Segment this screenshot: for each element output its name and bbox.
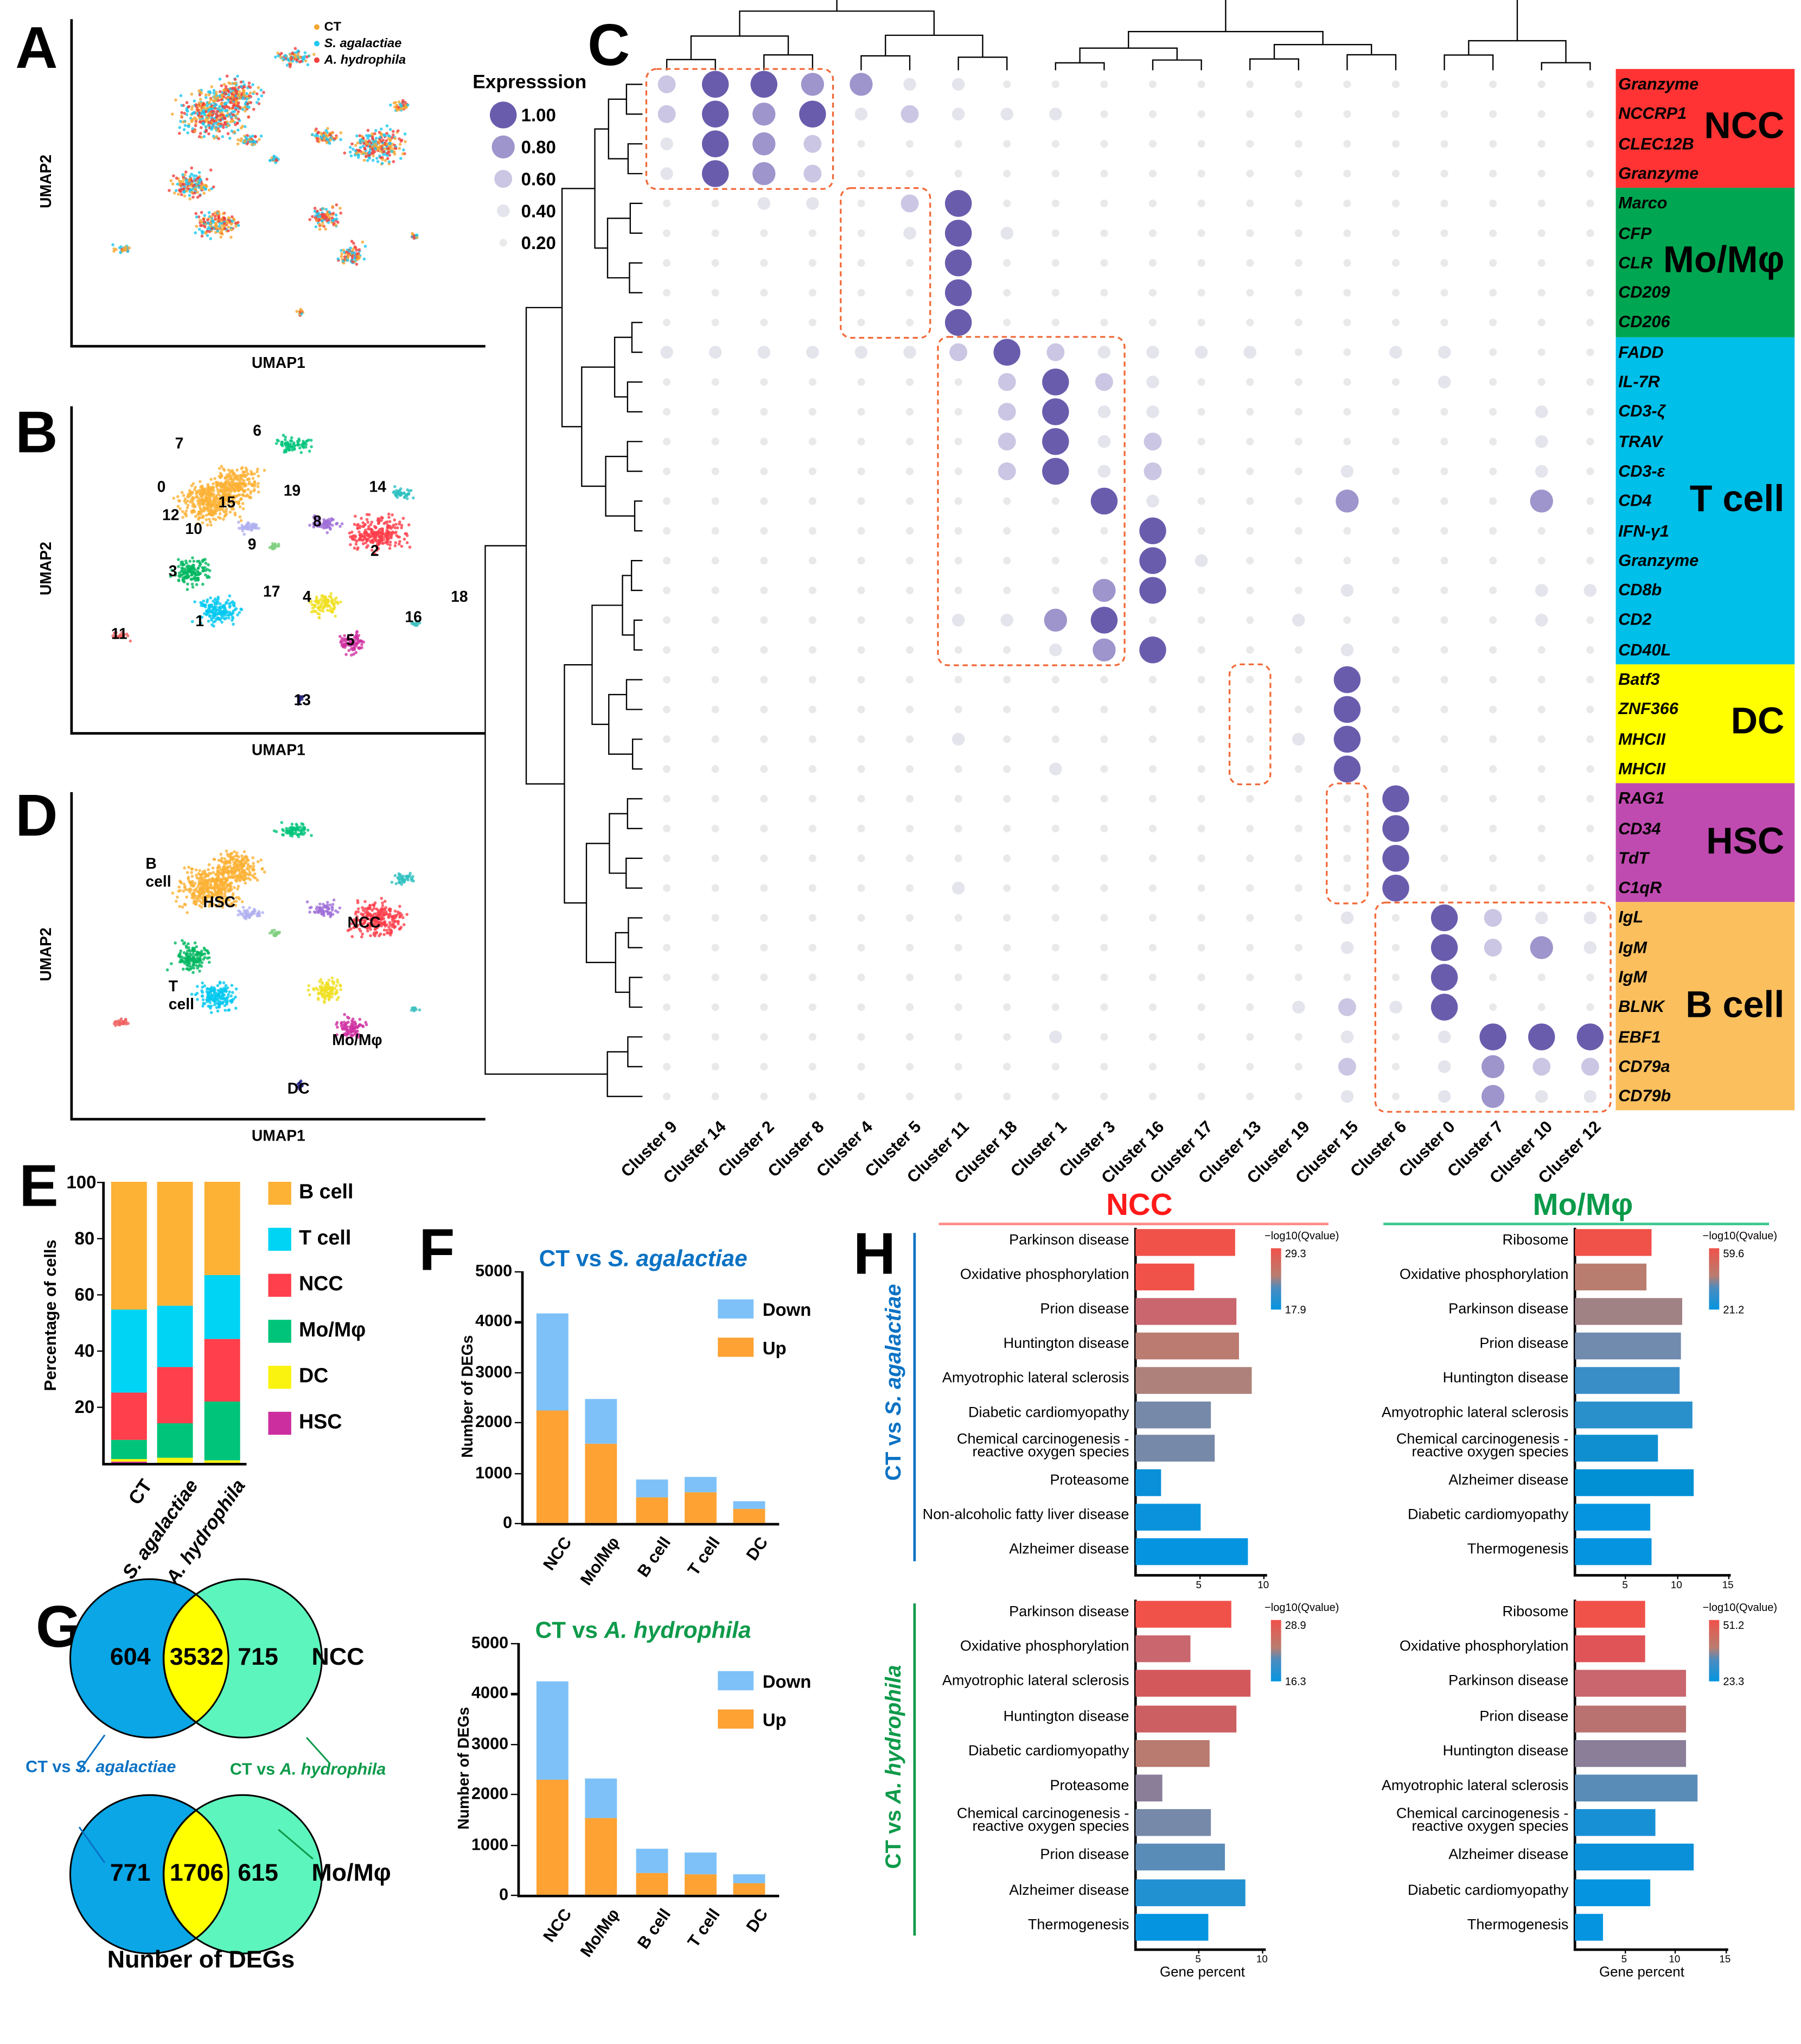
dotplot-dots xyxy=(0,0,1801,1150)
expression-dot xyxy=(952,78,965,91)
expression-dot xyxy=(801,73,824,95)
expression-dot xyxy=(658,75,676,93)
expression-dot xyxy=(903,78,916,91)
expression-dot xyxy=(850,73,872,95)
expression-dot xyxy=(751,71,777,98)
expression-dot xyxy=(702,71,729,98)
